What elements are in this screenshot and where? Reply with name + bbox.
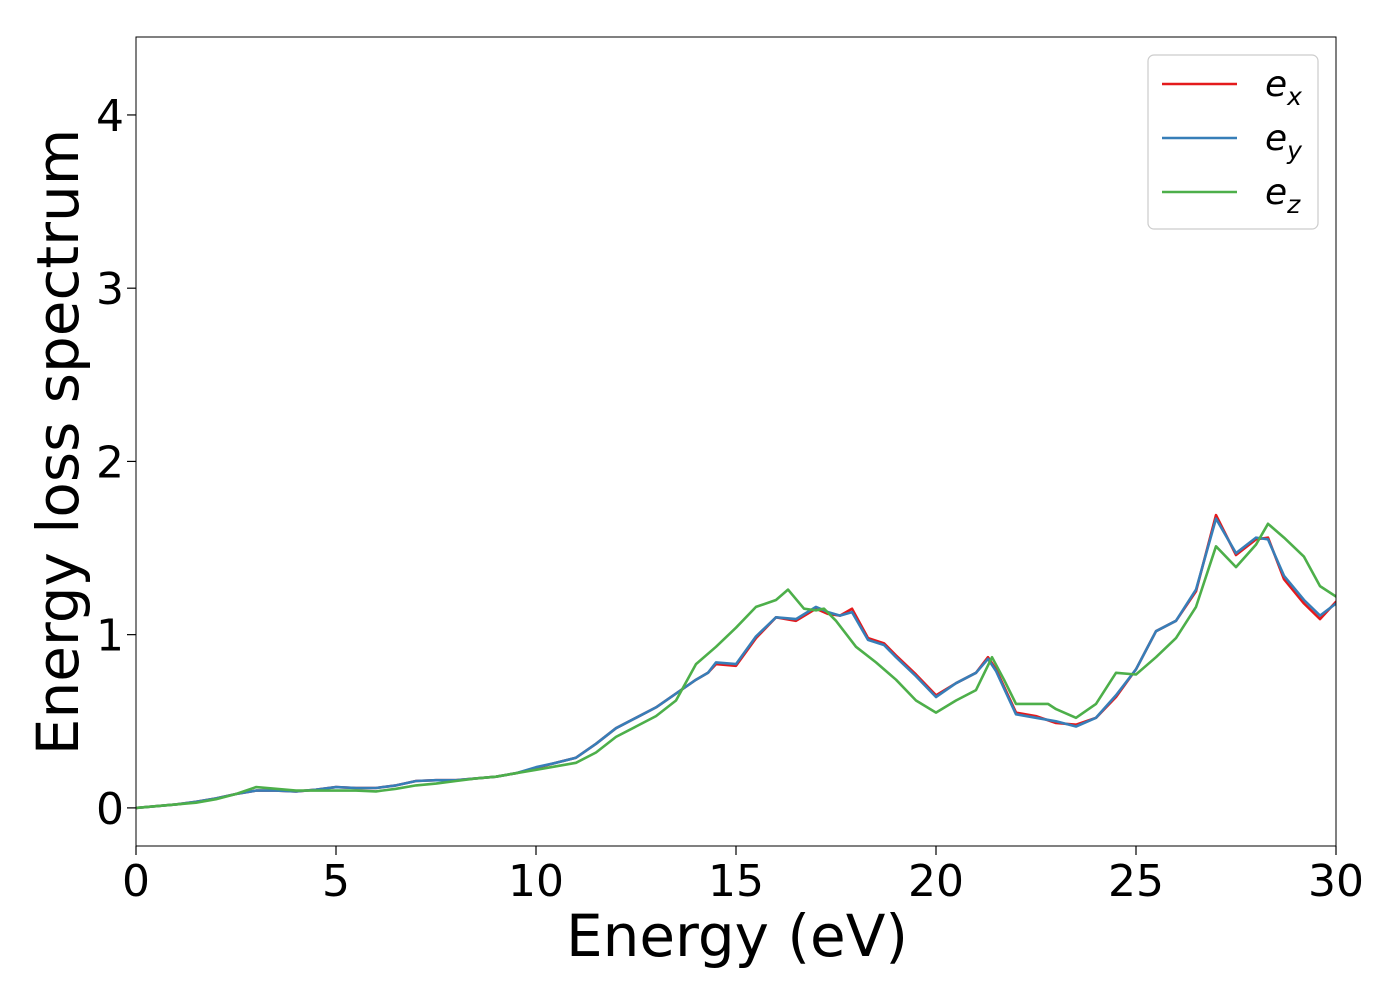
legend-label-base: e [1265,118,1287,159]
x-axis-ticks: 0 5 10 15 20 25 30 [122,846,1364,907]
x-tick-label: 10 [508,856,564,907]
legend-box [1147,54,1319,230]
y-tick-label: 4 [96,91,124,142]
x-tick-label: 20 [908,856,964,907]
legend-label-ex: ex [1265,64,1302,111]
x-tick-label: 0 [122,856,150,907]
y-tick-label: 2 [96,437,124,488]
series-line-ez [136,522,1336,810]
y-axis-ticks: 0 1 2 3 4 [96,91,136,835]
legend-label-sub: z [1286,190,1301,219]
x-tick-label: 15 [708,856,764,907]
x-axis-label: Energy (eV) [566,902,908,970]
x-tick-label: 30 [1308,856,1364,907]
series-layer [136,513,1336,810]
y-axis-label: Energy loss spectrum [24,129,92,755]
y-tick-label: 3 [96,264,124,315]
legend-label-sub: x [1286,82,1302,111]
plot-area [135,36,1337,847]
x-tick-label: 25 [1108,856,1164,907]
legend-label-sub: y [1286,136,1303,165]
legend-label-base: e [1265,172,1287,213]
legend-label-ey: ey [1265,118,1303,165]
x-tick-label: 5 [322,856,350,907]
legend-label-ez: ez [1265,172,1301,219]
y-tick-label: 0 [96,784,124,835]
legend-label-base: e [1265,64,1287,105]
y-tick-label: 1 [96,611,124,662]
series-line-ey [136,517,1336,810]
